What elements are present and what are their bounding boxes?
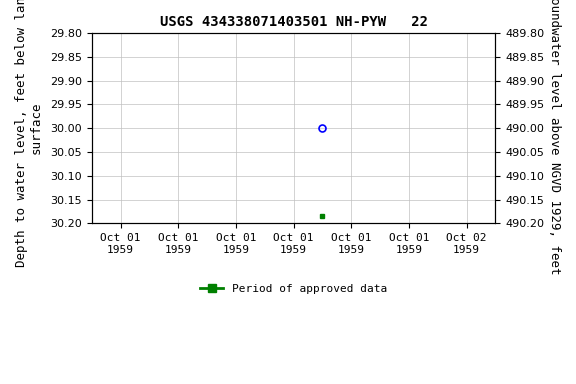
Title: USGS 434338071403501 NH-PYW   22: USGS 434338071403501 NH-PYW 22 (160, 15, 427, 29)
Y-axis label: Depth to water level, feet below land
surface: Depth to water level, feet below land su… (15, 0, 43, 267)
Legend: Period of approved data: Period of approved data (196, 279, 391, 298)
Y-axis label: Groundwater level above NGVD 1929, feet: Groundwater level above NGVD 1929, feet (548, 0, 561, 275)
